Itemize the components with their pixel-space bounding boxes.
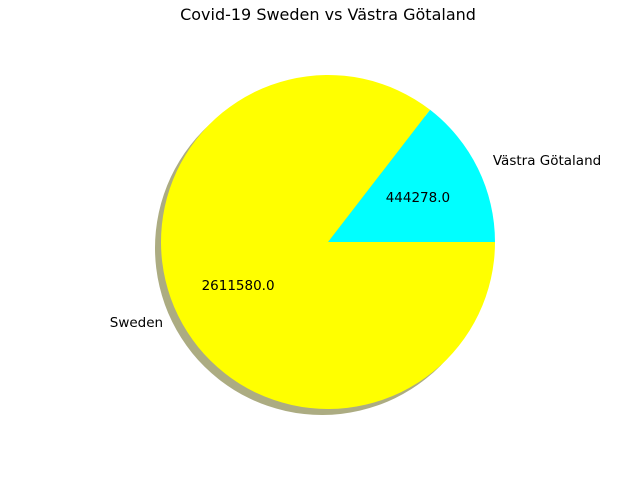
- pie-slice-sweden: [161, 75, 496, 410]
- pie-label-sweden: Sweden: [110, 315, 163, 331]
- pie-value-label-v-stra-g-taland: 444278.0: [386, 190, 450, 206]
- pie-label-v-stra-g-taland: Västra Götaland: [493, 153, 601, 169]
- chart-title: Covid-19 Sweden vs Västra Götaland: [180, 5, 476, 24]
- pie-value-label-sweden: 2611580.0: [202, 278, 275, 294]
- pie-slice-layer: [161, 75, 496, 410]
- pie-slice-v-stra-g-taland: [328, 109, 495, 242]
- pie-label-layer: Västra Götaland 444278.0 Sweden 2611580.0: [110, 153, 601, 331]
